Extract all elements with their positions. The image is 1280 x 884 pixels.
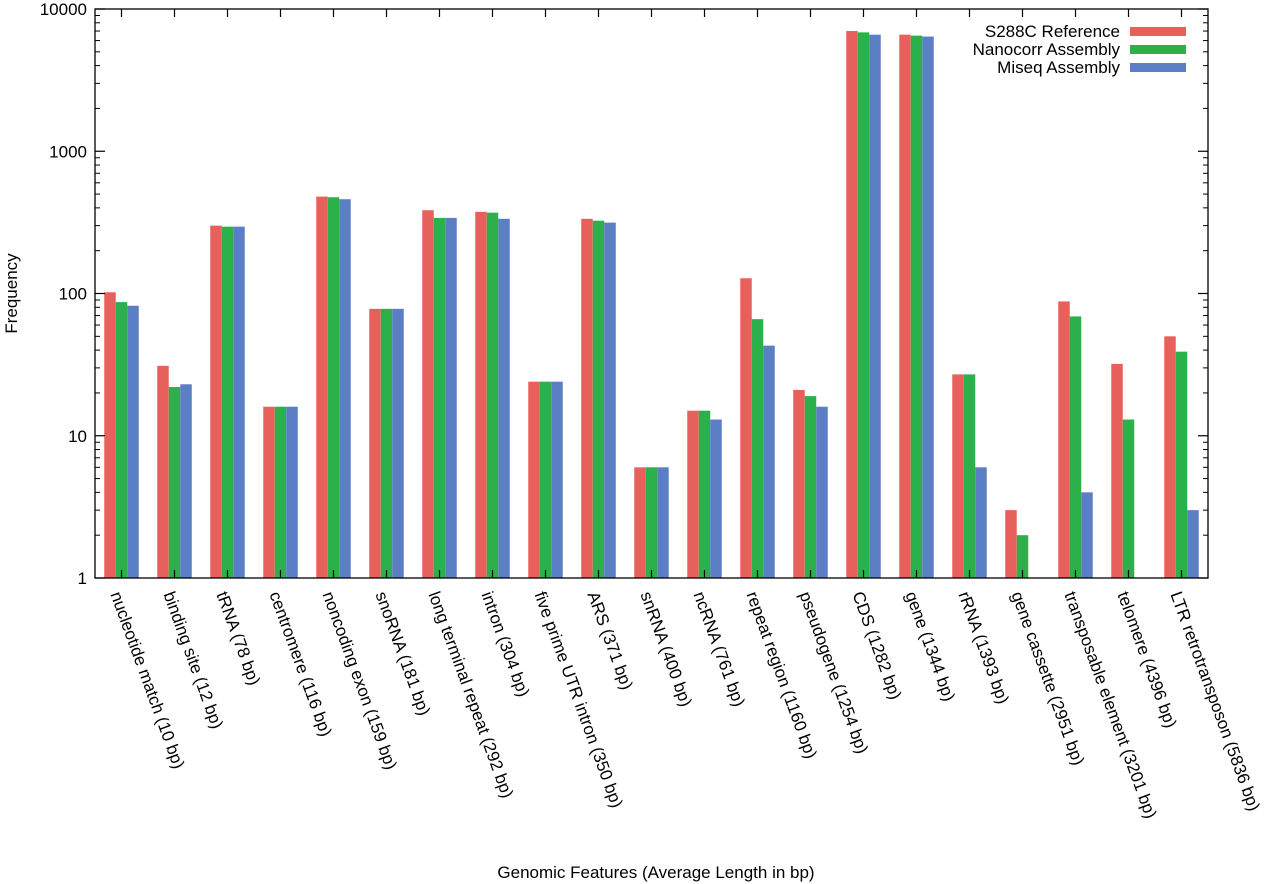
bar-3-21 [1187, 510, 1199, 578]
x-tick-label: snRNA (400 bp) [636, 589, 695, 709]
x-tick-label: transposable element (3201 bp) [1060, 589, 1160, 821]
bar-1-9 [528, 381, 540, 578]
bar-3-1 [127, 305, 139, 578]
bar-1-5 [316, 196, 328, 578]
bar-3-3 [233, 226, 245, 579]
bar-3-11 [657, 467, 669, 578]
bar-3-15 [869, 34, 881, 579]
bar-2-5 [327, 197, 340, 579]
bar-3-17 [975, 467, 987, 578]
bar-1-14 [793, 389, 805, 578]
bar-2-9 [539, 381, 552, 578]
bar-2-18 [1016, 535, 1029, 578]
bar-3-10 [604, 222, 616, 578]
bar-1-20 [1111, 363, 1123, 578]
bar-2-12 [698, 410, 711, 578]
legend-swatch [1130, 27, 1186, 36]
bar-3-14 [816, 406, 828, 578]
bar-1-7 [422, 210, 434, 578]
bar-3-13 [763, 345, 775, 578]
bar-3-5 [339, 199, 351, 578]
x-tick-label: LTR retrotransposon (5836 bp) [1166, 589, 1263, 814]
bar-1-1 [104, 292, 116, 578]
bar-1-4 [263, 406, 275, 578]
bar-2-1 [115, 302, 128, 578]
legend-label: Nanocorr Assembly [973, 40, 1121, 59]
bar-2-11 [645, 467, 658, 578]
bar-1-21 [1164, 336, 1176, 578]
bar-2-4 [274, 406, 287, 578]
bar-2-3 [221, 226, 234, 579]
bar-3-7 [445, 217, 457, 578]
y-axis-title: Frequency [2, 253, 21, 334]
x-tick-label: rRNA (1393 bp) [954, 589, 1012, 706]
bar-1-17 [952, 374, 964, 578]
x-tick-label: telomere (4396 bp) [1113, 589, 1180, 730]
y-tick-label: 1000 [49, 142, 87, 161]
x-axis-title: Genomic Features (Average Length in bp) [497, 863, 814, 882]
legend-swatch [1130, 63, 1186, 72]
bar-3-4 [286, 406, 298, 578]
bar-1-8 [475, 211, 487, 578]
y-axis: 1 10 100 1000 10000 [40, 0, 1208, 588]
bar-1-19 [1058, 301, 1070, 578]
bar-3-16 [922, 36, 934, 578]
bar-1-12 [687, 410, 699, 578]
bar-2-8 [486, 212, 499, 579]
bar-2-17 [963, 374, 976, 578]
bar-2-2 [168, 387, 181, 578]
legend-swatch [1130, 45, 1186, 54]
x-tick-label: ARS (371 bp) [583, 589, 636, 692]
bar-1-13 [740, 278, 752, 578]
bar-1-18 [1005, 510, 1017, 578]
x-tick-label: tRNA (78 bp) [212, 589, 263, 688]
bar-3-12 [710, 419, 722, 578]
bar-2-20 [1122, 419, 1135, 578]
bar-1-3 [210, 225, 222, 578]
x-tick-label: ncRNA (761 bp) [689, 589, 748, 709]
bar-3-6 [392, 308, 404, 578]
y-tick-label: 1 [78, 569, 87, 588]
legend-label: S288C Reference [985, 22, 1120, 41]
legend-label: Miseq Assembly [997, 58, 1120, 77]
bar-2-6 [380, 308, 393, 578]
x-tick-label: snoRNA (181 bp) [371, 589, 433, 718]
y-tick-label: 100 [59, 285, 87, 304]
y-tick-label: 10000 [40, 0, 87, 19]
bar-2-13 [751, 319, 764, 578]
bar-3-19 [1081, 492, 1093, 578]
x-tick-label: gene (1344 bp) [901, 589, 958, 704]
bar-1-6 [369, 308, 381, 578]
bar-2-10 [592, 220, 605, 578]
bar-1-10 [581, 218, 593, 578]
bar-2-7 [433, 217, 446, 578]
x-tick-label: intron (304 bp) [477, 589, 533, 699]
bar-2-14 [804, 396, 817, 578]
x-tick-label: CDS (1282 bp) [848, 589, 905, 702]
bar-2-16 [910, 35, 923, 579]
bars-layer [104, 31, 1199, 579]
bar-1-11 [634, 467, 646, 578]
y-tick-label: 10 [68, 427, 87, 446]
x-tick-label: binding site (12 bp) [159, 589, 226, 731]
bar-3-9 [551, 381, 563, 578]
bar-1-16 [899, 34, 911, 579]
bar-2-21 [1175, 351, 1188, 578]
bar-3-2 [180, 384, 192, 578]
bar-1-2 [157, 365, 169, 578]
bar-1-15 [846, 31, 858, 578]
bar-2-19 [1069, 316, 1082, 578]
bar-3-8 [498, 218, 510, 578]
bar-2-15 [857, 32, 870, 579]
